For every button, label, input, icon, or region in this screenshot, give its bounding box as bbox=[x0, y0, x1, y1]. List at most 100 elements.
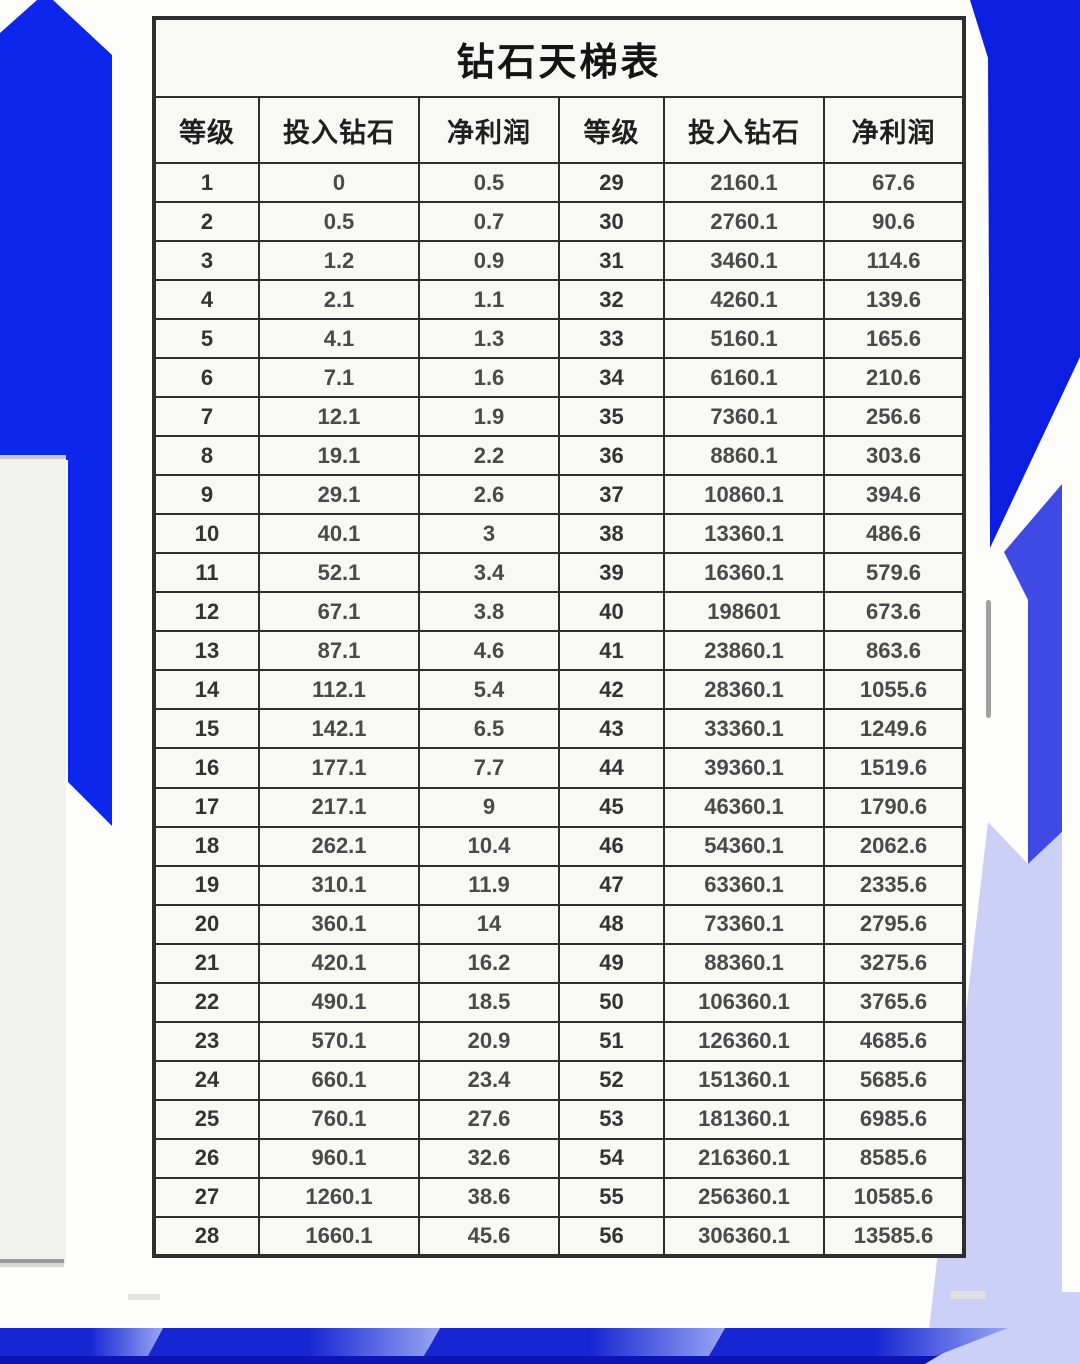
table-row: 10 40.1 3 38 13360.1 486.6 bbox=[153, 513, 966, 555]
cell-profit: 0.5 bbox=[418, 161, 560, 204]
cell-level: 1 bbox=[153, 161, 260, 204]
cell-invest: 310.1 bbox=[258, 864, 420, 906]
cell-level: 2 bbox=[153, 201, 260, 243]
bg-faint-mark-left bbox=[128, 1294, 160, 1300]
cell-level: 50 bbox=[558, 981, 665, 1023]
cell-invest: 181360.1 bbox=[663, 1098, 825, 1140]
table-row: 21 420.1 16.2 49 88360.1 3275.6 bbox=[153, 942, 966, 984]
cell-level: 49 bbox=[558, 942, 665, 984]
cell-profit: 4.6 bbox=[418, 630, 560, 672]
cell-level: 54 bbox=[558, 1137, 665, 1179]
table-title-row: 钻石天梯表 bbox=[152, 17, 966, 98]
cell-profit: 16.2 bbox=[418, 942, 560, 984]
cell-profit: 1519.6 bbox=[822, 747, 966, 789]
bg-left-blue-shape bbox=[0, 0, 112, 826]
cell-invest: 7.1 bbox=[258, 357, 420, 399]
cell-profit: 4685.6 bbox=[822, 1020, 966, 1062]
cell-invest: 2.1 bbox=[258, 279, 420, 321]
table-row: 11 52.1 3.4 39 16360.1 579.6 bbox=[153, 552, 966, 594]
cell-level: 43 bbox=[558, 708, 665, 750]
cell-level: 36 bbox=[558, 435, 665, 477]
cell-profit: 90.6 bbox=[822, 201, 966, 243]
cell-profit: 303.6 bbox=[822, 435, 966, 477]
cell-level: 48 bbox=[558, 903, 665, 945]
cell-profit: 7.7 bbox=[418, 747, 560, 789]
cell-invest: 256360.1 bbox=[663, 1176, 825, 1218]
cell-invest: 198601 bbox=[663, 591, 825, 633]
cell-level: 34 bbox=[558, 357, 665, 399]
cell-profit: 8585.6 bbox=[822, 1137, 966, 1179]
cell-level: 10 bbox=[153, 513, 260, 555]
cell-profit: 579.6 bbox=[822, 552, 966, 594]
bg-bottom-band-segment-1 bbox=[0, 1328, 163, 1356]
cell-invest: 63360.1 bbox=[663, 864, 825, 906]
cell-profit: 2.6 bbox=[418, 474, 560, 516]
cell-invest: 112.1 bbox=[258, 669, 420, 711]
cell-level: 6 bbox=[153, 357, 260, 399]
table-row: 28 1660.1 45.6 56 306360.1 13585.6 bbox=[153, 1215, 966, 1258]
cell-profit: 14 bbox=[418, 903, 560, 945]
table-row: 27 1260.1 38.6 55 256360.1 10585.6 bbox=[153, 1176, 966, 1218]
cell-invest: 4.1 bbox=[258, 318, 420, 360]
cell-level: 38 bbox=[558, 513, 665, 555]
cell-level: 24 bbox=[153, 1059, 260, 1101]
cell-invest: 39360.1 bbox=[663, 747, 825, 789]
cell-level: 17 bbox=[153, 786, 260, 828]
cell-profit: 3 bbox=[418, 513, 560, 555]
cell-level: 46 bbox=[558, 825, 665, 867]
cell-level: 42 bbox=[558, 669, 665, 711]
cell-invest: 28360.1 bbox=[663, 669, 825, 711]
cell-invest: 40.1 bbox=[258, 513, 420, 555]
cell-profit: 45.6 bbox=[418, 1215, 560, 1258]
cell-level: 31 bbox=[558, 240, 665, 282]
cell-level: 18 bbox=[153, 825, 260, 867]
cell-profit: 486.6 bbox=[822, 513, 966, 555]
cell-level: 30 bbox=[558, 201, 665, 243]
table-row: 22 490.1 18.5 50 106360.1 3765.6 bbox=[153, 981, 966, 1023]
cell-profit: 3.4 bbox=[418, 552, 560, 594]
cell-level: 19 bbox=[153, 864, 260, 906]
cell-level: 25 bbox=[153, 1098, 260, 1140]
cell-invest: 2760.1 bbox=[663, 201, 825, 243]
bg-left-card bbox=[0, 458, 66, 1264]
cell-profit: 2.2 bbox=[418, 435, 560, 477]
cell-profit: 1.6 bbox=[418, 357, 560, 399]
cell-invest: 5160.1 bbox=[663, 318, 825, 360]
cell-profit: 10.4 bbox=[418, 825, 560, 867]
table-row: 6 7.1 1.6 34 6160.1 210.6 bbox=[153, 357, 966, 399]
header-invest-right: 投入钻石 bbox=[663, 96, 825, 164]
cell-profit: 2795.6 bbox=[822, 903, 966, 945]
table-body: 1 0 0.5 29 2160.1 67.6 2 0.5 0.7 30 2760.1 90.6 3 1.2… bbox=[153, 161, 966, 1258]
cell-invest: 216360.1 bbox=[663, 1137, 825, 1179]
cell-invest: 0.5 bbox=[258, 201, 420, 243]
table-row: 25 760.1 27.6 53 181360.1 6985.6 bbox=[153, 1098, 966, 1140]
cell-profit: 3765.6 bbox=[822, 981, 966, 1023]
cell-level: 45 bbox=[558, 786, 665, 828]
cell-profit: 3.8 bbox=[418, 591, 560, 633]
cell-profit: 5.4 bbox=[418, 669, 560, 711]
cell-level: 37 bbox=[558, 474, 665, 516]
cell-level: 22 bbox=[153, 981, 260, 1023]
cell-profit: 10585.6 bbox=[822, 1176, 966, 1218]
cell-invest: 1.2 bbox=[258, 240, 420, 282]
cell-level: 56 bbox=[558, 1215, 665, 1258]
cell-profit: 23.4 bbox=[418, 1059, 560, 1101]
cell-level: 9 bbox=[153, 474, 260, 516]
cell-invest: 3460.1 bbox=[663, 240, 825, 282]
bg-left-card-top-edge bbox=[0, 455, 66, 459]
table-title: 钻石天梯表 bbox=[152, 17, 966, 98]
cell-invest: 73360.1 bbox=[663, 903, 825, 945]
cell-profit: 1790.6 bbox=[822, 786, 966, 828]
cell-profit: 165.6 bbox=[822, 318, 966, 360]
table-row: 3 1.2 0.9 31 3460.1 114.6 bbox=[153, 240, 966, 282]
header-invest-left: 投入钻石 bbox=[258, 96, 420, 164]
cell-invest: 33360.1 bbox=[663, 708, 825, 750]
table-row: 9 29.1 2.6 37 10860.1 394.6 bbox=[153, 474, 966, 516]
cell-level: 13 bbox=[153, 630, 260, 672]
cell-invest: 0 bbox=[258, 161, 420, 204]
cell-invest: 142.1 bbox=[258, 708, 420, 750]
cell-invest: 217.1 bbox=[258, 786, 420, 828]
bg-right-medium-blue-shape bbox=[1004, 484, 1062, 864]
cell-invest: 420.1 bbox=[258, 942, 420, 984]
